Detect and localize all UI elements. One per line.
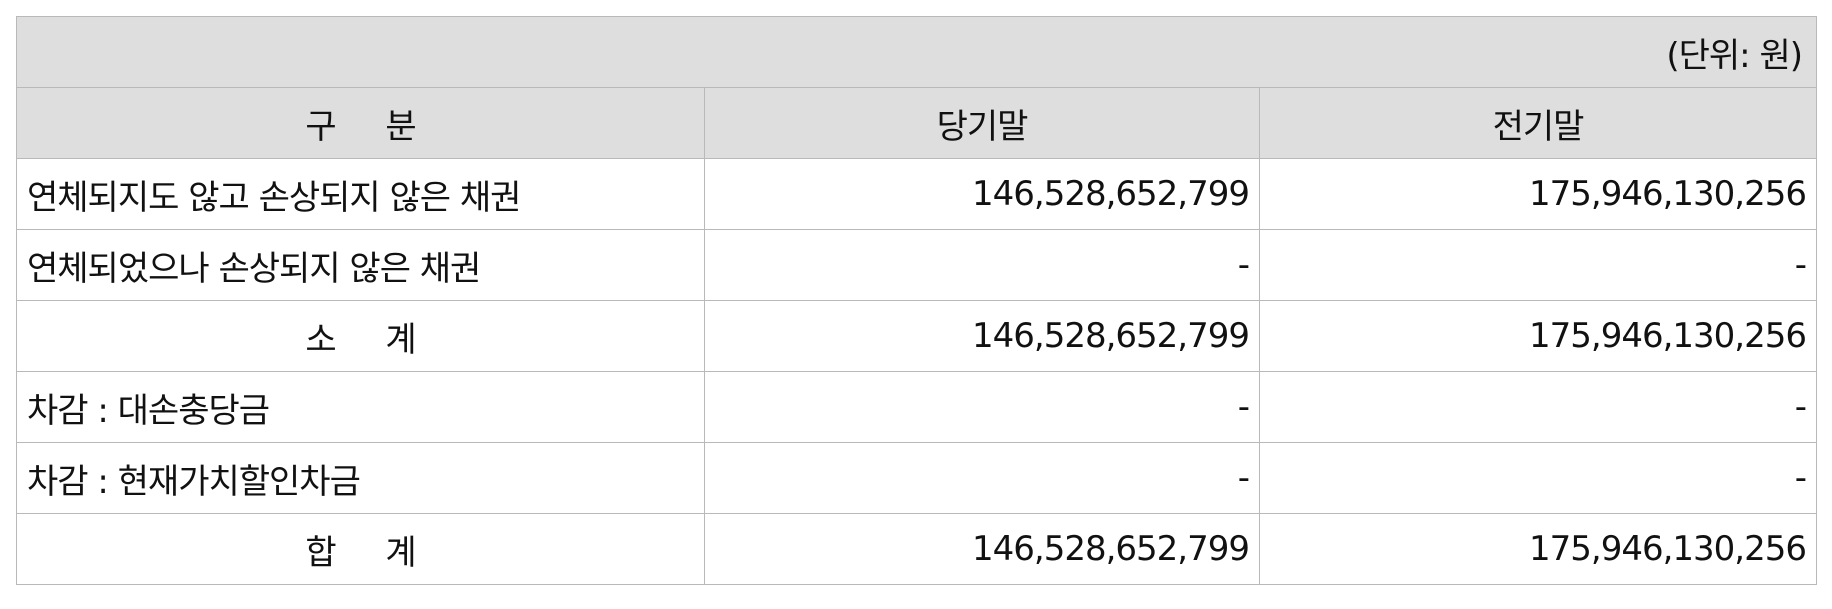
row-previous-value: - [1259,442,1817,514]
unit-label: (단위: 원) [16,16,1817,88]
row-current-value: - [704,442,1260,514]
receivables-table-container: (단위: 원) 구 분 당기말 전기말 연체되지도 않고 손상되지 않은 채권 … [16,16,1817,585]
subtotal-current-value: 146,528,652,799 [704,300,1260,372]
total-previous-value: 175,946,130,256 [1259,513,1817,585]
header-category: 구 분 [16,87,705,159]
table-row: 연체되지도 않고 손상되지 않은 채권 146,528,652,799 175,… [16,158,1817,230]
subtotal-row: 소 계 146,528,652,799 175,946,130,256 [16,300,1817,372]
row-label: 차감 : 대손충당금 [16,371,705,443]
table-row: 차감 : 대손충당금 - - [16,371,1817,443]
total-label: 합 계 [16,513,705,585]
total-current-value: 146,528,652,799 [704,513,1260,585]
row-current-value: - [704,371,1260,443]
row-previous-value: - [1259,229,1817,301]
receivables-aging-table: (단위: 원) 구 분 당기말 전기말 연체되지도 않고 손상되지 않은 채권 … [16,16,1817,585]
total-row: 합 계 146,528,652,799 175,946,130,256 [16,513,1817,585]
row-label: 차감 : 현재가치할인차금 [16,442,705,514]
row-current-value: 146,528,652,799 [704,158,1260,230]
header-row: 구 분 당기말 전기말 [16,87,1817,159]
unit-row: (단위: 원) [16,16,1817,88]
table-row: 연체되었으나 손상되지 않은 채권 - - [16,229,1817,301]
table-row: 차감 : 현재가치할인차금 - - [16,442,1817,514]
row-label: 연체되지도 않고 손상되지 않은 채권 [16,158,705,230]
subtotal-previous-value: 175,946,130,256 [1259,300,1817,372]
row-current-value: - [704,229,1260,301]
row-label: 연체되었으나 손상되지 않은 채권 [16,229,705,301]
header-previous: 전기말 [1259,87,1817,159]
header-current: 당기말 [704,87,1260,159]
subtotal-label: 소 계 [16,300,705,372]
row-previous-value: 175,946,130,256 [1259,158,1817,230]
row-previous-value: - [1259,371,1817,443]
